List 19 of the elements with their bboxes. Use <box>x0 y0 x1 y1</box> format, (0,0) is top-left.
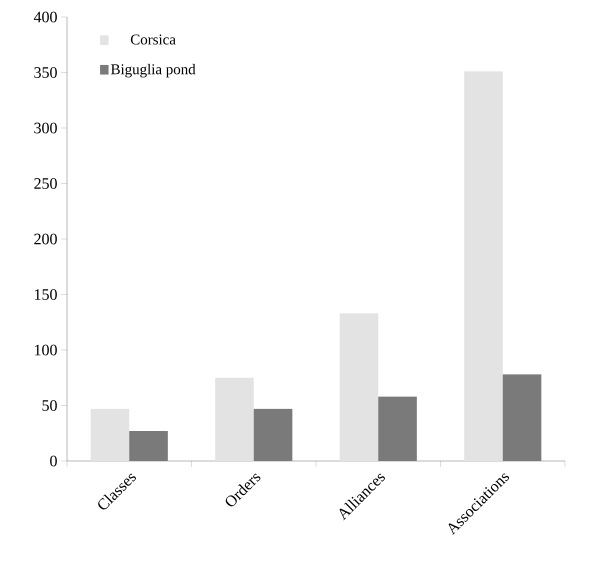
y-tick-label: 250 <box>34 178 57 189</box>
legend-label: Biguglia pond <box>111 64 196 78</box>
bar <box>378 396 417 461</box>
y-tick-label: 200 <box>34 234 57 244</box>
y-tick-label: 350 <box>34 67 57 78</box>
y-tick-label: 50 <box>42 400 57 411</box>
legend-label: Corsica <box>130 34 176 45</box>
y-tick-label: 0 <box>50 456 57 466</box>
bar <box>215 378 254 461</box>
y-tick-label: 400 <box>34 12 57 22</box>
bar <box>502 374 542 461</box>
bar <box>254 408 292 461</box>
y-tick-label: 150 <box>34 289 57 300</box>
y-tick-label: 300 <box>34 122 57 134</box>
bar <box>129 431 168 461</box>
y-tick-label: 100 <box>34 344 57 356</box>
bar <box>464 71 503 461</box>
bar <box>90 408 130 461</box>
bar <box>340 313 378 461</box>
